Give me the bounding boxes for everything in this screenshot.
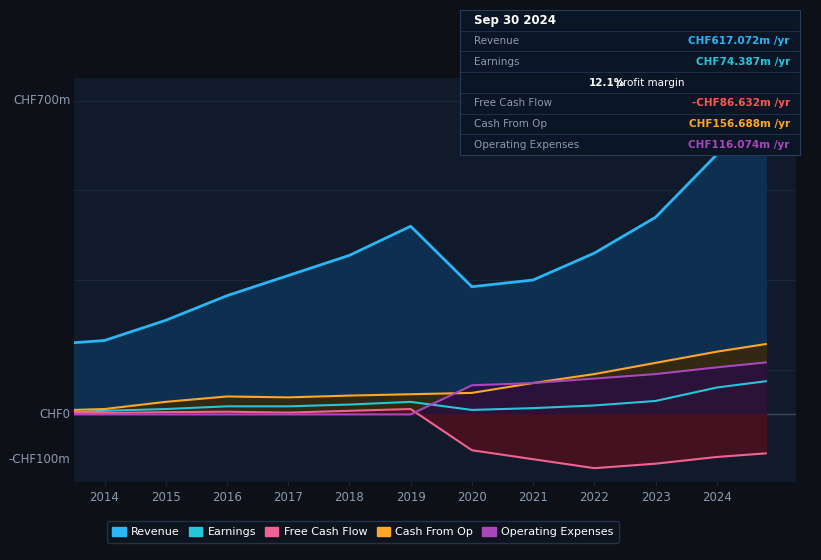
Text: -CHF100m: -CHF100m xyxy=(8,452,71,466)
Text: 12.1%: 12.1% xyxy=(589,77,626,87)
Text: -CHF86.632m /yr: -CHF86.632m /yr xyxy=(691,98,790,108)
Text: Earnings: Earnings xyxy=(474,57,519,67)
Text: CHF0: CHF0 xyxy=(39,408,71,421)
Text: profit margin: profit margin xyxy=(613,77,685,87)
Text: Operating Expenses: Operating Expenses xyxy=(474,139,579,150)
Text: Sep 30 2024: Sep 30 2024 xyxy=(474,14,556,27)
Text: CHF700m: CHF700m xyxy=(13,94,71,108)
Text: CHF74.387m /yr: CHF74.387m /yr xyxy=(695,57,790,67)
Text: CHF617.072m /yr: CHF617.072m /yr xyxy=(689,36,790,46)
Text: CHF116.074m /yr: CHF116.074m /yr xyxy=(689,139,790,150)
Legend: Revenue, Earnings, Free Cash Flow, Cash From Op, Operating Expenses: Revenue, Earnings, Free Cash Flow, Cash … xyxy=(107,521,619,543)
Text: Free Cash Flow: Free Cash Flow xyxy=(474,98,552,108)
Text: CHF156.688m /yr: CHF156.688m /yr xyxy=(689,119,790,129)
Text: Cash From Op: Cash From Op xyxy=(474,119,547,129)
Text: Revenue: Revenue xyxy=(474,36,519,46)
